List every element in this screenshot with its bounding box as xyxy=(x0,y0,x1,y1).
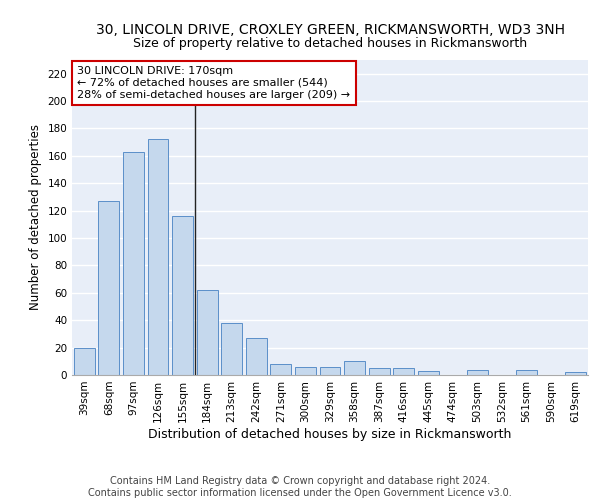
Text: Contains HM Land Registry data © Crown copyright and database right 2024.
Contai: Contains HM Land Registry data © Crown c… xyxy=(88,476,512,498)
Bar xyxy=(393,368,414,375)
Bar xyxy=(418,371,439,375)
Bar xyxy=(295,367,316,375)
Bar xyxy=(123,152,144,375)
Text: Size of property relative to detached houses in Rickmansworth: Size of property relative to detached ho… xyxy=(133,38,527,51)
Text: 30, LINCOLN DRIVE, CROXLEY GREEN, RICKMANSWORTH, WD3 3NH: 30, LINCOLN DRIVE, CROXLEY GREEN, RICKMA… xyxy=(95,22,565,36)
Y-axis label: Number of detached properties: Number of detached properties xyxy=(29,124,42,310)
Bar xyxy=(74,348,95,375)
Bar xyxy=(172,216,193,375)
Bar xyxy=(565,372,586,375)
Bar xyxy=(221,323,242,375)
Bar xyxy=(467,370,488,375)
Bar xyxy=(246,338,267,375)
Bar xyxy=(344,362,365,375)
Text: 30 LINCOLN DRIVE: 170sqm
← 72% of detached houses are smaller (544)
28% of semi-: 30 LINCOLN DRIVE: 170sqm ← 72% of detach… xyxy=(77,66,350,100)
Bar xyxy=(197,290,218,375)
Bar xyxy=(148,140,169,375)
Bar xyxy=(320,367,340,375)
X-axis label: Distribution of detached houses by size in Rickmansworth: Distribution of detached houses by size … xyxy=(148,428,512,440)
Bar xyxy=(516,370,537,375)
Bar xyxy=(368,368,389,375)
Bar xyxy=(271,364,292,375)
Bar xyxy=(98,201,119,375)
